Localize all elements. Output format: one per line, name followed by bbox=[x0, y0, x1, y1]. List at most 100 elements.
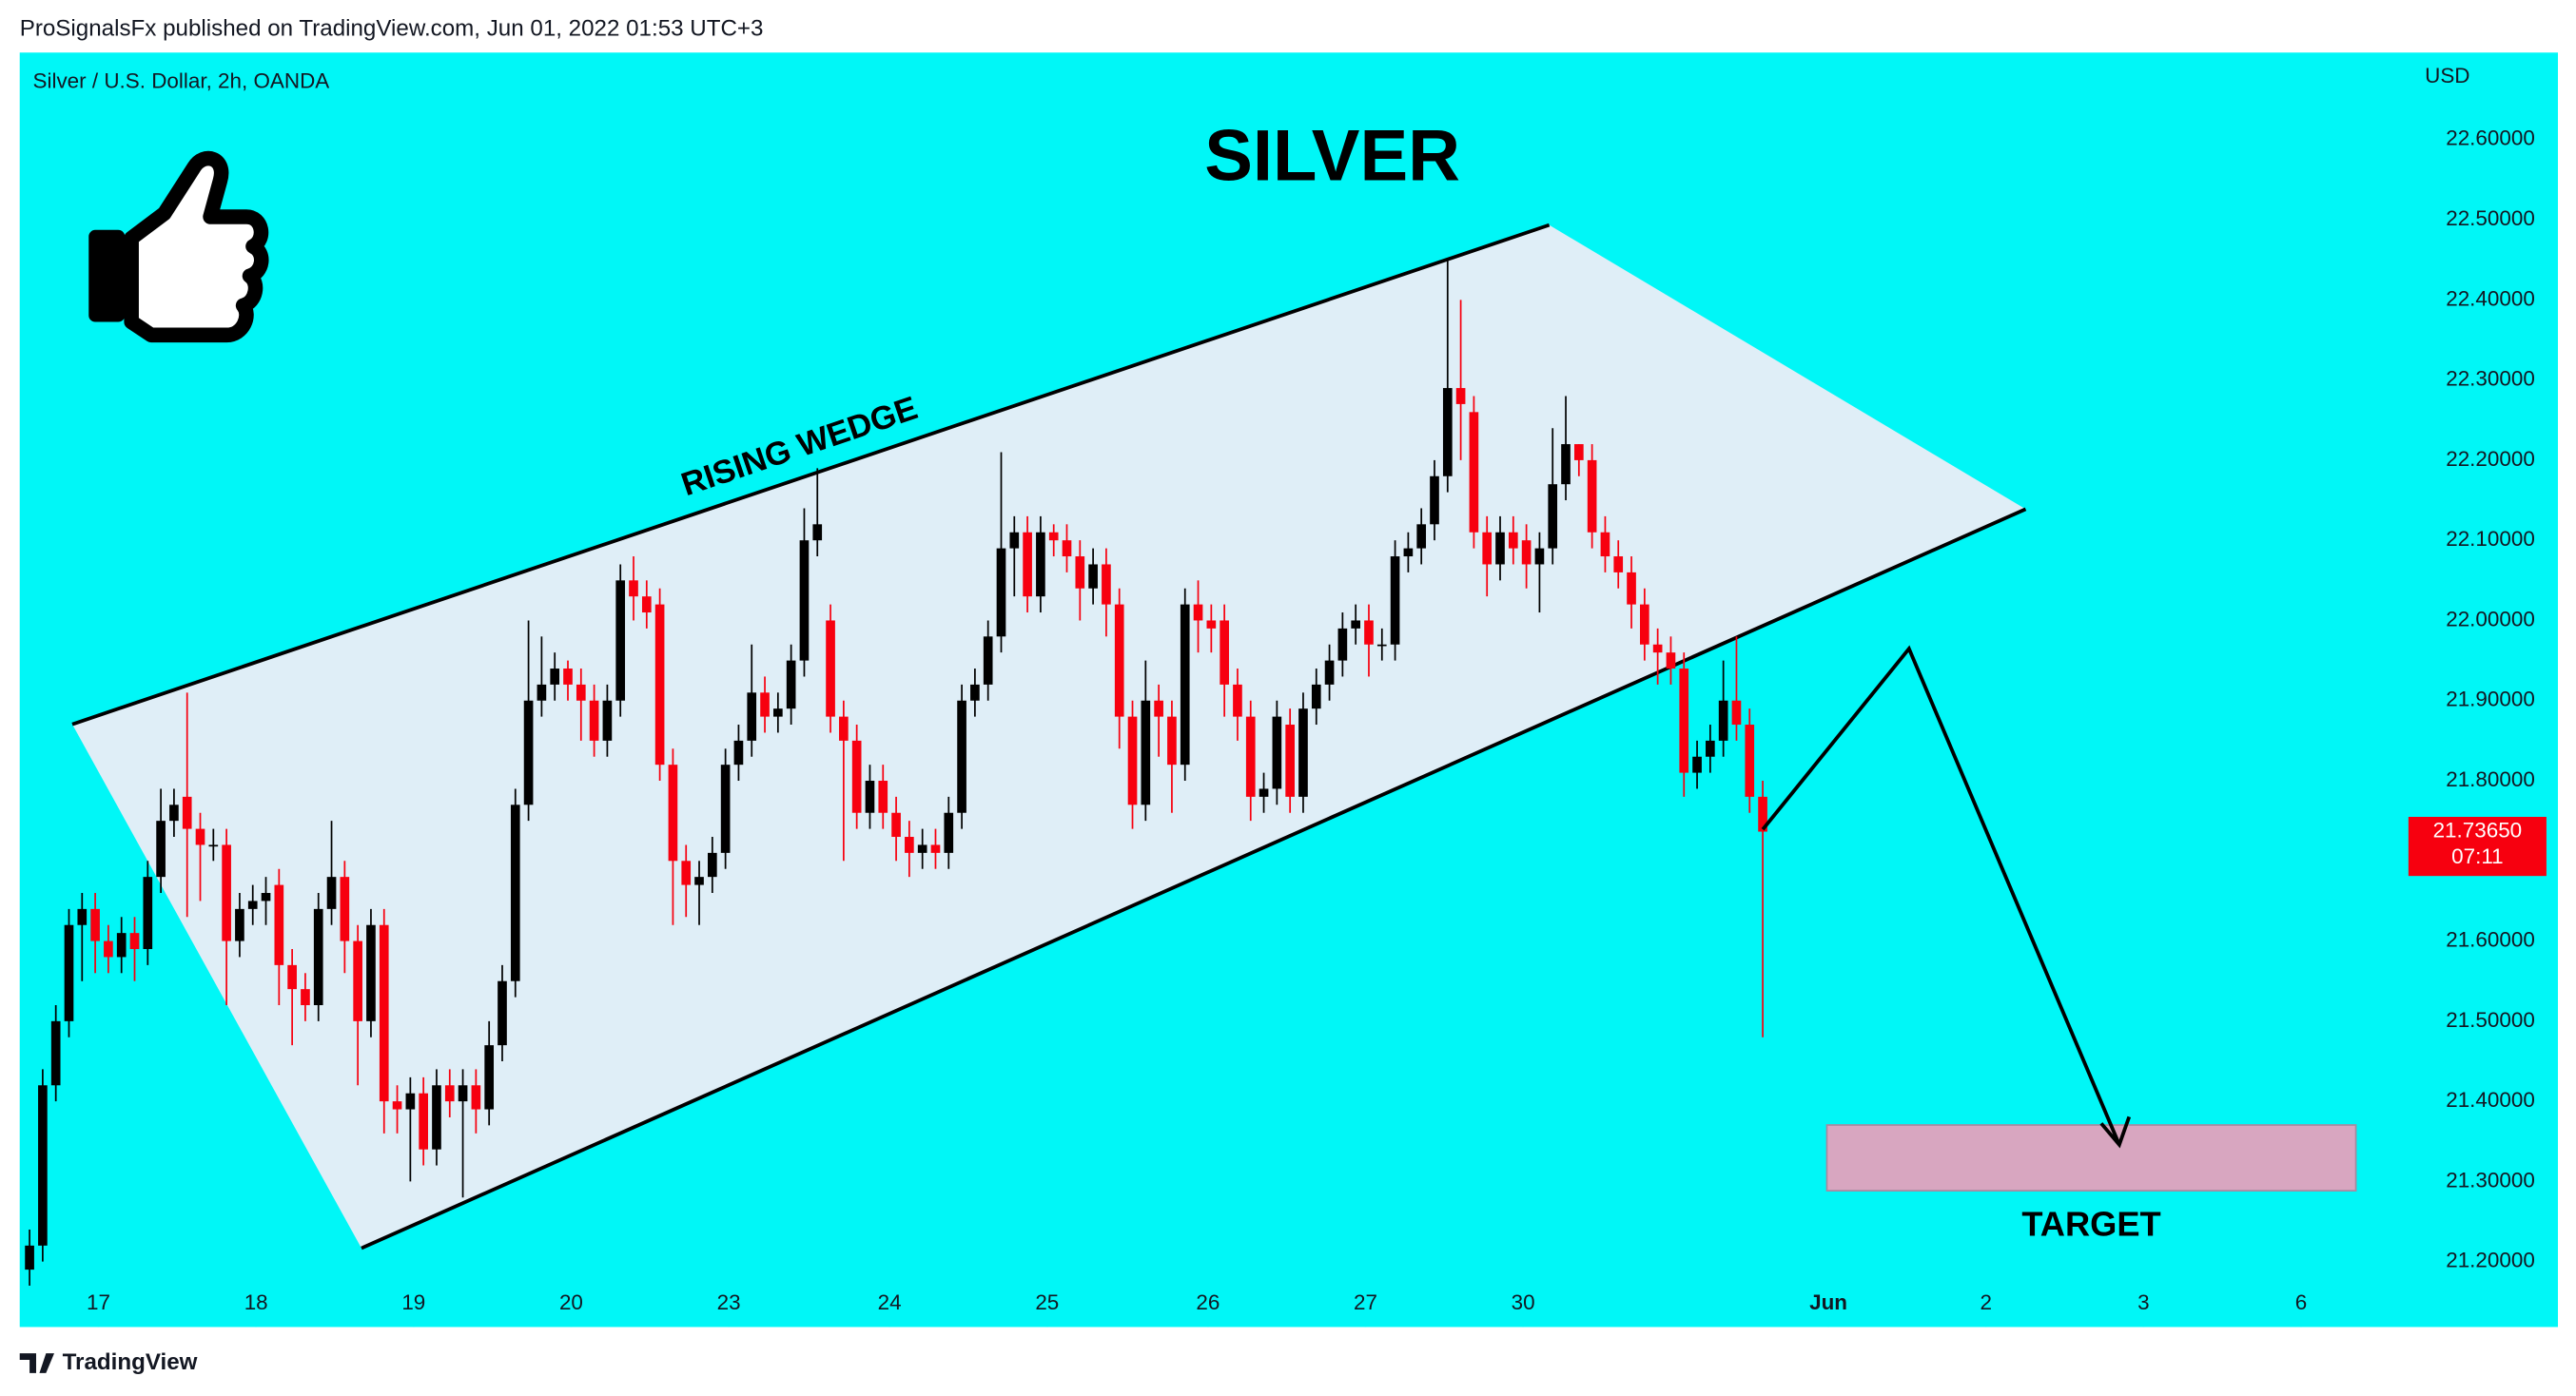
wedge-lower-line bbox=[361, 507, 2027, 1251]
candle-body bbox=[668, 765, 678, 862]
candle-body bbox=[1482, 532, 1493, 565]
candle-body bbox=[1285, 725, 1295, 797]
candle-body bbox=[1075, 556, 1085, 589]
candle-body bbox=[760, 692, 770, 717]
candle-body bbox=[1692, 756, 1702, 773]
candle-body bbox=[1548, 484, 1558, 549]
candle-body bbox=[1193, 604, 1203, 621]
candle-body bbox=[1469, 412, 1479, 533]
candle-body bbox=[786, 660, 796, 709]
candle-body bbox=[1102, 564, 1111, 605]
x-tick-label: 30 bbox=[1512, 1290, 1535, 1314]
candle-body bbox=[77, 908, 88, 925]
candle-body bbox=[602, 700, 613, 741]
candle-body bbox=[1455, 388, 1466, 404]
candle-body bbox=[326, 877, 337, 909]
currency-label: USD bbox=[2425, 64, 2469, 87]
candle-body bbox=[1376, 644, 1387, 647]
y-tick-label: 21.90000 bbox=[2446, 688, 2535, 711]
candle-body bbox=[1706, 740, 1715, 757]
x-tick-label: 3 bbox=[2137, 1290, 2149, 1314]
footer-brand: TradingView bbox=[63, 1349, 198, 1375]
y-tick-label: 22.10000 bbox=[2446, 527, 2535, 551]
candle-body bbox=[1442, 388, 1453, 476]
candle-body bbox=[182, 796, 192, 829]
candle-body bbox=[235, 908, 244, 941]
candle-body bbox=[90, 908, 100, 941]
candle-body bbox=[50, 1020, 61, 1086]
candle-body bbox=[379, 924, 389, 1102]
y-tick-label: 21.20000 bbox=[2446, 1249, 2535, 1272]
candle-body bbox=[1127, 716, 1138, 805]
candle-body bbox=[1324, 660, 1335, 685]
candle-body bbox=[340, 877, 350, 941]
candle-body bbox=[274, 884, 284, 965]
candle-body bbox=[1154, 700, 1163, 717]
candle-body bbox=[851, 740, 862, 813]
candle-body bbox=[773, 708, 783, 717]
candle-body bbox=[589, 700, 599, 741]
candle-body bbox=[498, 980, 507, 1046]
candle-body bbox=[287, 964, 297, 990]
candle-body bbox=[891, 812, 901, 838]
candle-body bbox=[222, 844, 231, 941]
candle-body bbox=[905, 837, 914, 853]
candle-body bbox=[301, 989, 310, 1005]
candle-body bbox=[143, 877, 153, 950]
candle-body bbox=[1573, 444, 1584, 460]
candle-body bbox=[878, 781, 888, 813]
last-price-box bbox=[2408, 816, 2547, 877]
candle-body bbox=[1758, 796, 1767, 832]
candle-body bbox=[458, 1085, 468, 1102]
candle-body bbox=[116, 933, 127, 958]
y-tick-label: 22.60000 bbox=[2446, 126, 2535, 150]
candle-body bbox=[550, 669, 560, 685]
candle-body bbox=[1337, 628, 1348, 661]
candle-body bbox=[1298, 708, 1308, 797]
candle-body bbox=[1416, 524, 1427, 549]
candle-body bbox=[563, 669, 573, 685]
candle-body bbox=[1311, 684, 1321, 709]
x-tick-label: 23 bbox=[717, 1290, 741, 1314]
candle-body bbox=[930, 844, 941, 853]
candle-body bbox=[313, 908, 323, 1005]
candle-body bbox=[1009, 532, 1020, 549]
y-tick-label: 22.40000 bbox=[2446, 286, 2535, 310]
candle-body bbox=[261, 893, 271, 902]
candle-body bbox=[444, 1085, 455, 1102]
candle-body bbox=[1272, 716, 1282, 789]
candle-body bbox=[25, 1245, 34, 1270]
candle-body bbox=[983, 636, 993, 685]
candle-body bbox=[1745, 725, 1755, 797]
axes: 21.20000 21.30000 21.40000 21.50000 21.60000… bbox=[87, 126, 2535, 1328]
candle-body bbox=[392, 1101, 402, 1110]
y-tick-label: 22.50000 bbox=[2446, 206, 2535, 230]
x-tick-label: 2 bbox=[1980, 1290, 1991, 1314]
candle-body bbox=[1587, 459, 1597, 533]
target-zone bbox=[1825, 1124, 2357, 1192]
candle-body bbox=[1508, 532, 1518, 549]
candle-body bbox=[1180, 604, 1190, 766]
candle-body bbox=[1561, 444, 1571, 485]
candle-body bbox=[1036, 532, 1045, 597]
candle-body bbox=[996, 548, 1006, 637]
candle-body bbox=[1600, 532, 1610, 557]
candle-body bbox=[38, 1085, 48, 1246]
candle-body bbox=[812, 524, 823, 541]
candle-body bbox=[523, 700, 534, 805]
wedge-upper-line bbox=[71, 223, 1551, 727]
candle-body bbox=[1495, 532, 1505, 565]
projection-arrow bbox=[1761, 645, 2121, 1146]
candle-body bbox=[156, 821, 166, 878]
candle-body bbox=[1390, 556, 1400, 645]
candle-body bbox=[405, 1093, 416, 1110]
candle-body bbox=[957, 700, 966, 813]
candle-body bbox=[1652, 644, 1663, 653]
candle-body bbox=[733, 740, 744, 766]
countdown-label: 07:11 bbox=[2451, 844, 2503, 868]
candle-body bbox=[1640, 604, 1649, 645]
candle-body bbox=[64, 924, 74, 1021]
candle-body bbox=[1259, 788, 1269, 797]
symbol-label: Silver / U.S. Dollar, 2h, OANDA bbox=[33, 68, 330, 92]
